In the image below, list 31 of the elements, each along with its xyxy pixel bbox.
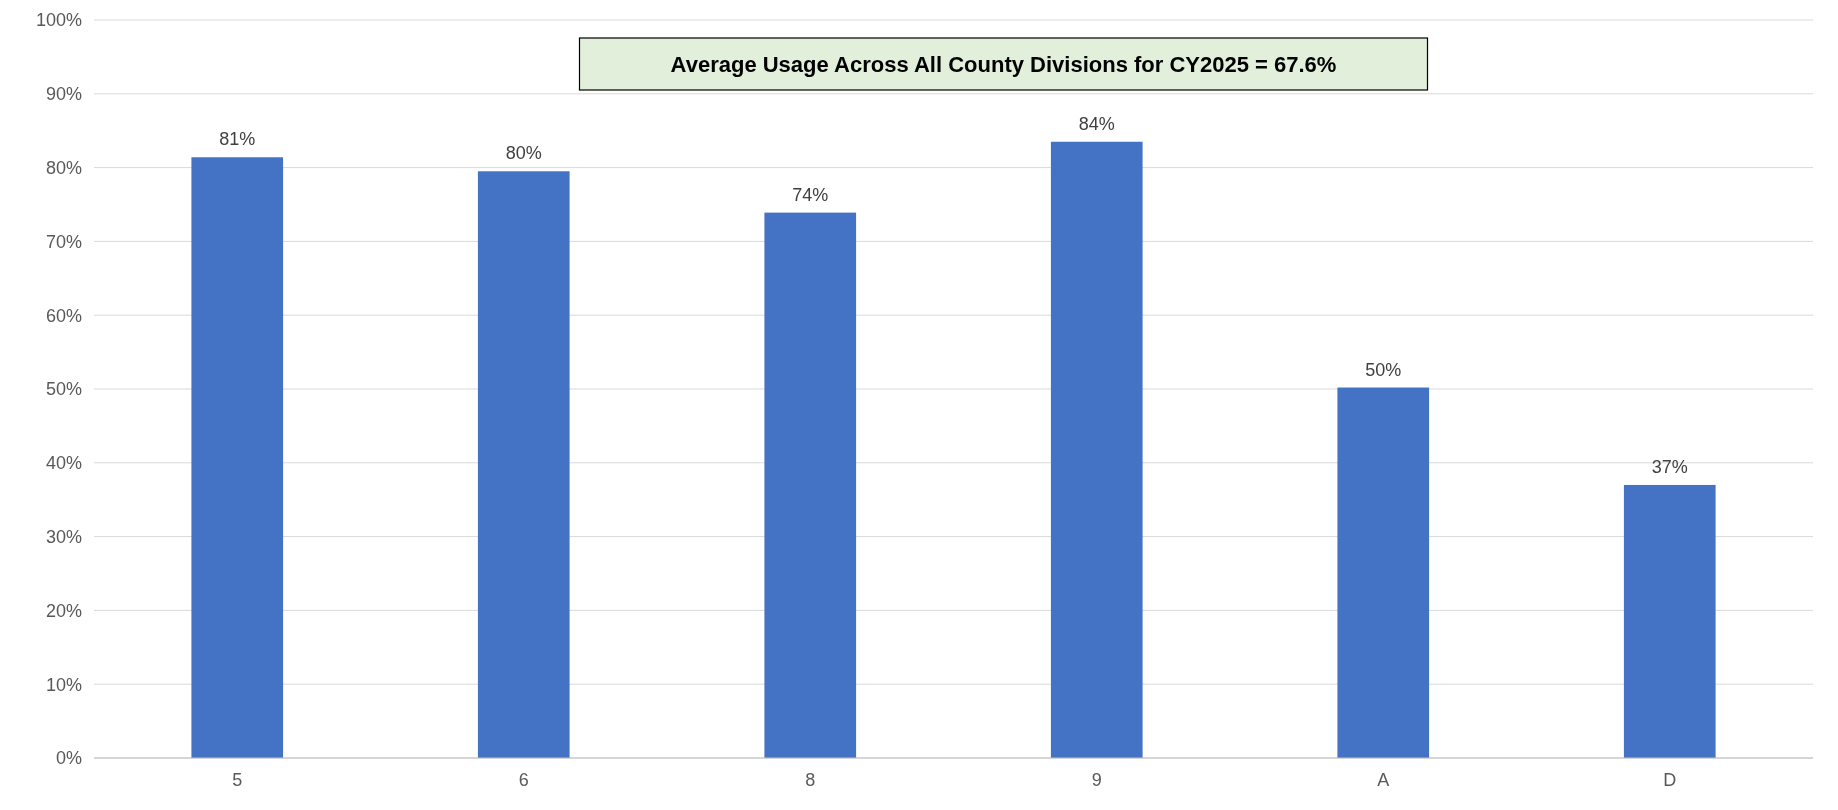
- bar: [764, 212, 857, 758]
- x-tick-label: D: [1663, 770, 1677, 790]
- bar: [1050, 141, 1143, 758]
- data-label: 74%: [792, 184, 829, 205]
- x-tick-label: 5: [232, 770, 243, 790]
- x-tick-label: A: [1377, 770, 1390, 790]
- y-tick-label: 90%: [45, 84, 82, 105]
- data-label: 84%: [1078, 113, 1115, 134]
- y-tick-label: 60%: [45, 305, 82, 326]
- bar: [1623, 484, 1716, 758]
- y-tick-label: 0%: [55, 748, 82, 769]
- data-label: 81%: [219, 129, 256, 150]
- y-tick-label: 80%: [45, 157, 82, 178]
- x-tick-label: 8: [805, 770, 816, 790]
- y-tick-label: 100%: [35, 10, 82, 31]
- data-label: 37%: [1651, 456, 1688, 477]
- bar: [1337, 387, 1430, 758]
- data-label: 50%: [1365, 359, 1402, 380]
- y-tick-label: 10%: [45, 674, 82, 695]
- bar: [477, 171, 570, 758]
- x-tick-label: 6: [518, 770, 529, 790]
- y-tick-label: 40%: [45, 453, 82, 474]
- y-tick-label: 30%: [45, 526, 82, 547]
- y-tick-label: 50%: [45, 379, 82, 400]
- y-tick-label: 70%: [45, 231, 82, 252]
- annotation: Average Usage Across All County Divisions for CY2025 = 67.6%: [670, 51, 1337, 77]
- bar: [191, 157, 284, 758]
- y-tick-label: 20%: [45, 600, 82, 621]
- data-label: 80%: [505, 143, 542, 164]
- note-box: Average Usage Across All County Divisions for CY2025 = 67.6%: [578, 37, 1429, 91]
- x-tick-label: 9: [1091, 770, 1102, 790]
